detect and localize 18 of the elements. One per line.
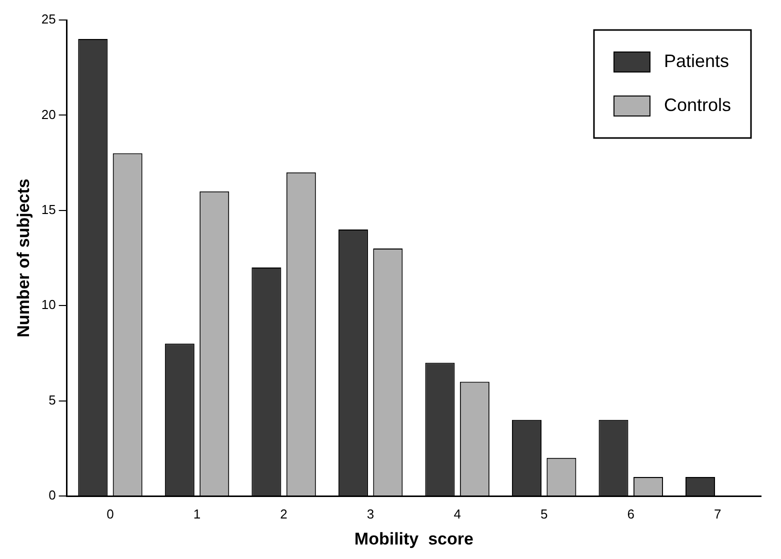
x-tick-label: 0 — [106, 506, 114, 522]
x-axis-title: Mobility score — [354, 529, 474, 548]
legend-label: Controls — [664, 94, 732, 115]
x-tick-label: 4 — [454, 506, 461, 522]
y-tick-label: 0 — [48, 488, 56, 503]
y-axis-title: Number of subjects — [14, 178, 33, 338]
x-tick-label: 5 — [540, 506, 548, 522]
x-tick-label: 6 — [627, 506, 634, 522]
y-tick-label: 5 — [48, 392, 56, 408]
x-tick-label: 7 — [714, 506, 722, 522]
y-tick-label: 10 — [41, 297, 56, 312]
legend-label: Patients — [664, 50, 730, 71]
y-tick-label: 20 — [41, 106, 56, 122]
x-tick-label: 3 — [366, 506, 374, 522]
y-tick-label: 15 — [41, 202, 56, 217]
y-tick-label: 25 — [41, 12, 56, 27]
x-tick-label: 1 — [193, 506, 201, 522]
x-tick-label: 2 — [280, 506, 288, 522]
